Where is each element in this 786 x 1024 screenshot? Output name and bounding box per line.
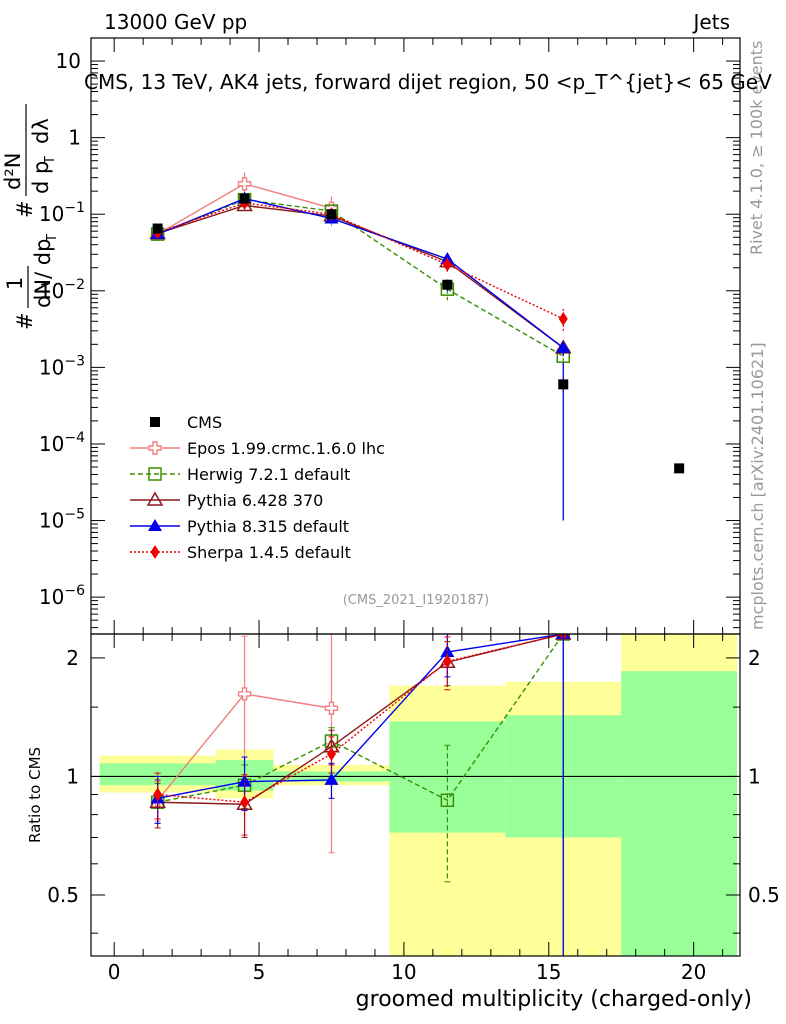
chart-title: CMS, 13 TeV, AK4 jets, forward dijet reg… [84, 70, 772, 94]
svg-text:d p: d p [29, 161, 53, 194]
series-line-1 [157, 198, 564, 357]
svg-text:T: T [43, 156, 58, 165]
legend-item-1: Epos 1.99.crmc.1.6.0 lhc [130, 439, 385, 458]
ratio-axis-label: Ratio to CMS [26, 747, 44, 843]
analysis-tag: (CMS_2021_I1920187) [343, 593, 490, 608]
series-4 [153, 196, 568, 334]
legend-marker-1 [148, 441, 162, 455]
legend-marker-5 [150, 545, 160, 559]
y-tick-label-0: 10−6 [39, 583, 85, 609]
legend-marker-0 [150, 417, 160, 427]
svg-text:dλ: dλ [29, 118, 53, 144]
x-tick-label-1: 5 [253, 960, 266, 984]
ratio-point-4-2 [326, 747, 336, 762]
ratio-tick-label-right-1: 1 [748, 764, 761, 788]
header-left: 13000 GeV pp [104, 10, 247, 34]
svg-text:1: 1 [3, 277, 27, 290]
series-point-4-4 [558, 311, 568, 326]
svg-text:#: # [13, 200, 37, 218]
ratio-point-4-1 [240, 795, 250, 810]
y-tick-label-4: 10−2 [39, 277, 85, 303]
ratio-tick-label-right-2: 2 [748, 646, 761, 670]
data-point-1 [239, 193, 250, 204]
ratio-tick-label-0: 0.5 [47, 883, 79, 907]
legend-label-2: Herwig 7.2.1 default [187, 465, 350, 484]
header-right: Jets [692, 10, 730, 34]
legend-marker-3 [146, 491, 164, 506]
legend-label-0: CMS [187, 413, 222, 432]
mcplots-label: mcplots.cern.ch [arXiv:2401.10621] [748, 342, 767, 630]
ratio-point-0-2 [324, 701, 339, 715]
ratio-tick-label-1: 1 [66, 764, 79, 788]
legend-label-3: Pythia 6.428 370 [187, 491, 323, 510]
ratio-point-3-3 [440, 645, 455, 658]
ratio-panel [149, 634, 572, 956]
legend-item-4: Pythia 8.315 default [130, 517, 349, 536]
series-1 [150, 192, 571, 365]
x-tick-label-4: 20 [681, 960, 706, 984]
series-point-4-3 [442, 257, 452, 272]
legend-item-5: Sherpa 1.4.5 default [130, 543, 351, 562]
legend: CMS Epos 1.99.crmc.1.6.0 lhc Herwig 7.2.1 … [130, 413, 385, 562]
ratio-tick-label-right-0: 0.5 [748, 883, 780, 907]
ratio-point-0-1 [237, 687, 252, 701]
legend-item-3: Pythia 6.428 370 [130, 491, 323, 510]
legend-label-4: Pythia 8.315 default [187, 517, 349, 536]
ratio-series-4 [153, 634, 568, 836]
legend-item-2: Herwig 7.2.1 default [130, 465, 350, 484]
legend-label-1: Epos 1.99.crmc.1.6.0 lhc [187, 439, 385, 458]
y-tick-label-6: 1 [68, 126, 81, 150]
y-axis-label: # 1 dN/ dp T # d²N d p T dλ [1, 104, 60, 330]
series-2 [149, 197, 572, 357]
main-panel [149, 172, 685, 521]
series-3 [150, 191, 571, 357]
svg-text:#: # [13, 312, 37, 330]
axes-frames: 10−6 10−5 10−4 10−3 10−2 10−1 1 10 0 5 10 15 20 0.5 0.… [39, 37, 780, 984]
x-axis-label: groomed multiplicity (charged-only) [356, 987, 752, 1012]
svg-text:T: T [45, 234, 60, 243]
svg-text:d²N: d²N [1, 153, 25, 190]
series-line-4 [157, 202, 564, 320]
band-inner-5 [621, 671, 738, 956]
series-line-3 [157, 197, 564, 349]
legend-label-5: Sherpa 1.4.5 default [187, 543, 351, 562]
data-point-5 [674, 463, 685, 474]
ratio-point-3-2 [324, 772, 339, 785]
data-point-2 [326, 209, 337, 220]
series-point-3-4 [556, 340, 571, 353]
series-point-0-1 [237, 177, 252, 191]
ratio-frame [90, 633, 741, 957]
ratio-tick-label-2: 2 [66, 646, 79, 670]
legend-marker-4 [148, 519, 162, 531]
data-point-4 [558, 379, 569, 390]
series-line-2 [157, 204, 564, 349]
ratio-point-1-3 [440, 793, 455, 808]
y-tick-label-7: 10 [56, 49, 81, 73]
uncertainty-bands [91, 634, 740, 956]
y-tick-label-2: 10−4 [39, 430, 85, 456]
rivet-label: Rivet 4.1.0, ≥ 100k events [747, 41, 766, 255]
ratio-point-4-0 [153, 787, 163, 802]
legend-marker-2 [148, 467, 162, 481]
data-point-3 [442, 279, 453, 290]
x-tick-label-2: 10 [391, 960, 416, 984]
legend-item-0: CMS [150, 413, 222, 432]
data-points [152, 193, 685, 521]
x-tick-label-3: 15 [536, 960, 561, 984]
y-tick-label-1: 10−5 [39, 507, 85, 533]
x-tick-label-0: 0 [108, 960, 121, 984]
data-point-0 [152, 223, 163, 234]
ratio-point-4-3 [442, 654, 452, 669]
y-tick-label-3: 10−3 [39, 353, 85, 379]
y-tick-label-5: 10−1 [39, 200, 85, 226]
svg-text:dN/ dp: dN/ dp [31, 239, 55, 308]
